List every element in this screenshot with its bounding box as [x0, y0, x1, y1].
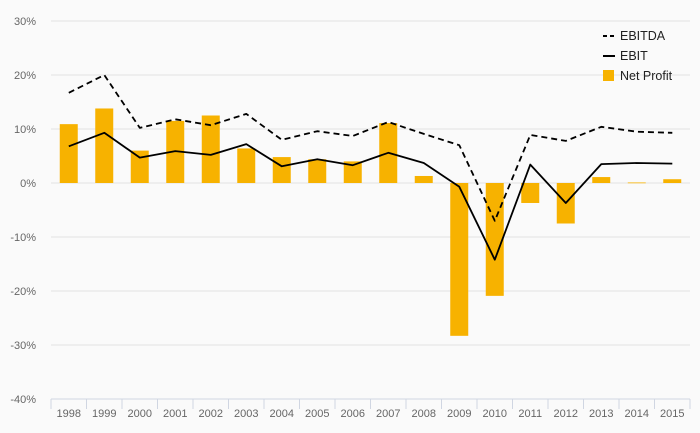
x-tick-label: 2015: [660, 408, 684, 420]
x-axis: 1998 1999 2000 2001 2002 2003 2004 2005 2006 2007…: [50, 398, 691, 420]
y-tick-label: 10%: [14, 124, 36, 136]
net-profit-bar: [95, 108, 114, 183]
x-tick-label: 2014: [625, 408, 649, 420]
x-tick-label: 2009: [447, 408, 471, 420]
net-profit-bar: [59, 124, 78, 183]
net-profit-bar: [237, 148, 256, 183]
x-tick-label: 1999: [92, 408, 116, 420]
series-lines: [68, 74, 673, 261]
net-profit-bar: [521, 183, 540, 203]
legend-label-ebit: EBIT: [620, 49, 648, 63]
y-tick-label: 0%: [20, 178, 36, 190]
y-tick-label: -20%: [10, 286, 36, 298]
x-tick-label: 2002: [199, 408, 223, 420]
x-tick-label: 2012: [554, 408, 578, 420]
legend-label-ebitda: EBITDA: [620, 29, 666, 43]
legend-swatch-net-profit: [603, 70, 614, 81]
x-tick-label: 2007: [376, 408, 400, 420]
x-tick-label: 1998: [57, 408, 81, 420]
x-tick-label: 2005: [305, 408, 329, 420]
net-profit-bar: [343, 161, 362, 183]
y-tick-label: -10%: [10, 232, 36, 244]
net-profit-bar: [663, 179, 682, 183]
y-tick-label: -30%: [10, 340, 36, 352]
net-profit-bar: [130, 150, 149, 183]
net-profit-bar: [592, 177, 611, 183]
x-tick-label: 2011: [518, 408, 542, 420]
legend-label-net-profit: Net Profit: [620, 69, 673, 83]
net-profit-bars: [59, 108, 682, 336]
x-tick-label: 2008: [412, 408, 436, 420]
x-tick-label: 2000: [128, 408, 152, 420]
ebit-line: [68, 131, 673, 261]
net-profit-bar: [450, 183, 469, 336]
ebitda-line: [68, 74, 673, 222]
net-profit-bar: [272, 157, 291, 183]
y-axis: 30% 20% 10% 0% -10% -20% -30% -40%: [10, 16, 36, 406]
x-tick-label: 2003: [234, 408, 258, 420]
x-tick-label: 2013: [589, 408, 613, 420]
y-tick-label: 30%: [14, 16, 36, 28]
x-tick-label: 2004: [270, 408, 294, 420]
net-profit-bar: [485, 183, 504, 296]
x-tick-label: 2006: [341, 408, 365, 420]
grid-lines: [51, 20, 690, 346]
y-tick-label: -40%: [10, 394, 36, 406]
y-tick-label: 20%: [14, 70, 36, 82]
net-profit-bar: [414, 175, 433, 183]
net-profit-bar: [201, 115, 220, 183]
net-profit-bar: [627, 182, 646, 184]
x-tick-label: 2001: [163, 408, 187, 420]
legend: EBITDA EBIT Net Profit: [603, 29, 673, 83]
x-tick-label: 2010: [483, 408, 507, 420]
net-profit-bar: [308, 159, 327, 183]
